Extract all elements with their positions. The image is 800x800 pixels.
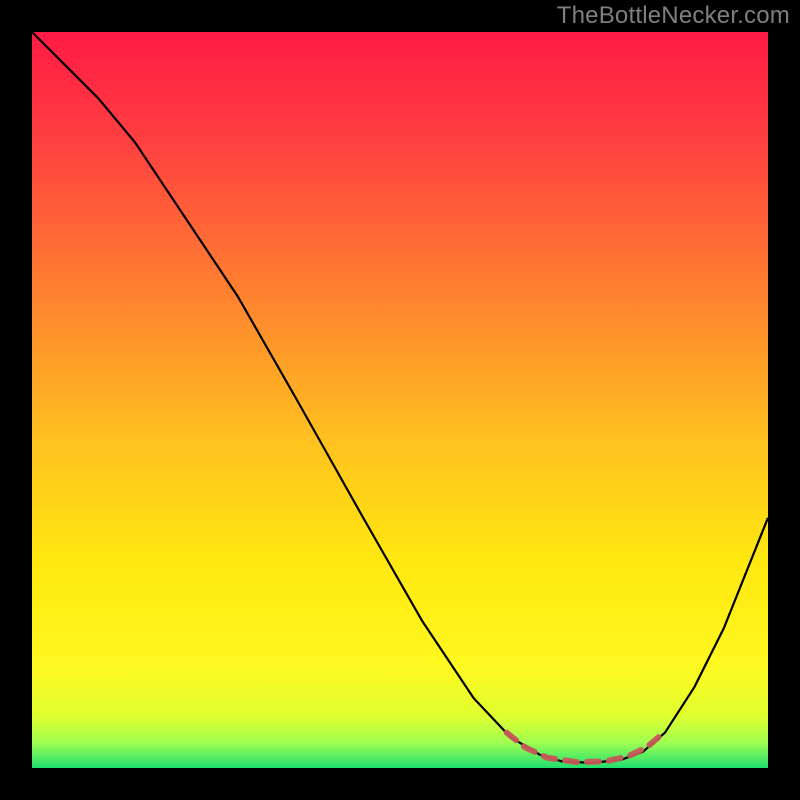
chart-frame: TheBottleNecker.com [0,0,800,800]
gradient-line-chart [32,32,768,768]
watermark-text: TheBottleNecker.com [557,2,790,30]
gradient-background [32,32,768,768]
plot-area [32,32,768,768]
